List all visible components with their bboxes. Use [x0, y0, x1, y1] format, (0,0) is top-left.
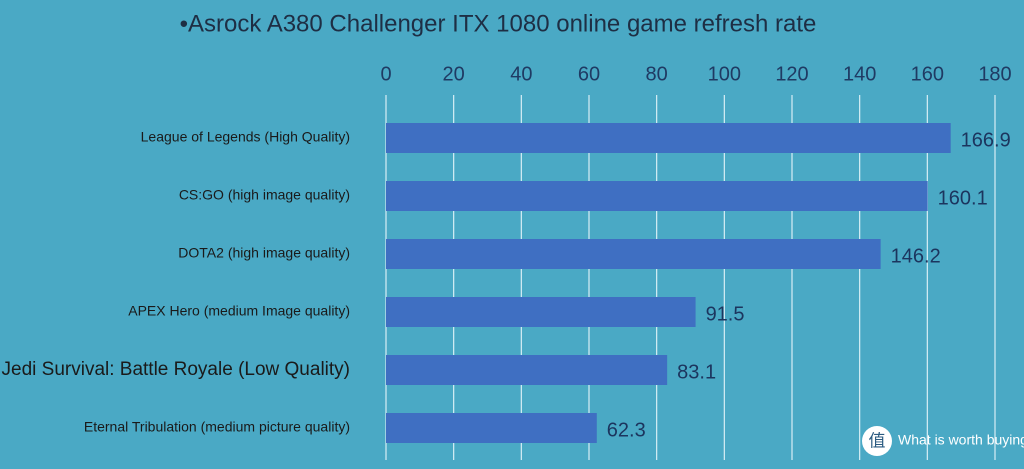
- x-tick-label: 160: [911, 63, 944, 85]
- bar: [386, 355, 668, 385]
- value-label: 146.2: [891, 245, 941, 267]
- x-tick-label: 0: [380, 63, 391, 85]
- y-tick-label: League of Legends (High Quality): [141, 129, 350, 145]
- y-tick-label: APEX Hero (medium Image quality): [128, 303, 350, 319]
- y-tick-label: Jedi Survival: Battle Royale (Low Qualit…: [2, 359, 350, 380]
- value-label: 83.1: [677, 361, 716, 383]
- bar: [386, 239, 881, 269]
- x-tick-label: 100: [708, 63, 741, 85]
- bar: [386, 297, 696, 327]
- watermark-badge: [862, 426, 892, 456]
- watermark-text: What is worth buying: [898, 432, 1024, 448]
- x-tick-label: 80: [646, 63, 668, 85]
- y-tick-label: Eternal Tribulation (medium picture qual…: [84, 419, 350, 435]
- bar: [386, 413, 597, 443]
- value-label: 91.5: [706, 303, 745, 325]
- bar: [386, 181, 928, 211]
- watermark-icon: 值: [869, 431, 886, 450]
- x-tick-label: 180: [978, 63, 1011, 85]
- value-label: 166.9: [961, 129, 1011, 151]
- x-tick-label: 40: [510, 63, 532, 85]
- x-tick-label: 120: [775, 63, 808, 85]
- y-tick-label: DOTA2 (high image quality): [178, 245, 350, 261]
- y-tick-label: CS:GO (high image quality): [179, 187, 350, 203]
- bar: [386, 123, 951, 153]
- value-label: 62.3: [607, 419, 646, 441]
- chart-title: •Asrock A380 Challenger ITX 1080 online …: [180, 10, 817, 37]
- value-label: 160.1: [938, 187, 988, 209]
- x-tick-label: 20: [443, 63, 465, 85]
- x-tick-label: 60: [578, 63, 600, 85]
- x-tick-label: 140: [843, 63, 876, 85]
